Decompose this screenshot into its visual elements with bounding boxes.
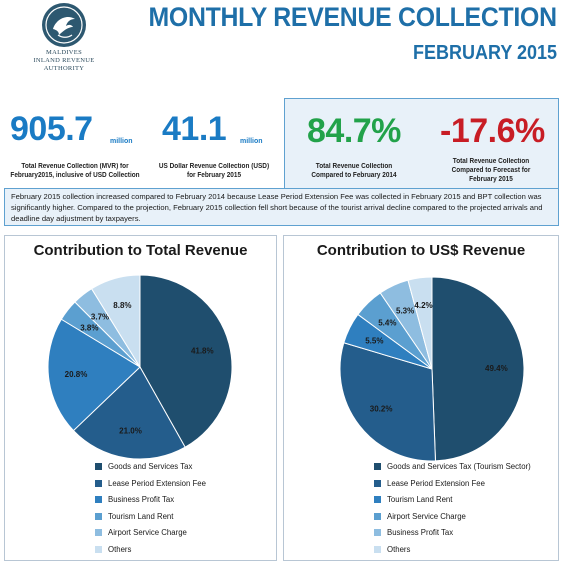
kpi-total-mvr-label-line-2: February2015, inclusive of USD Collectio… bbox=[10, 172, 140, 179]
legend-item-5: Business Profit Tax bbox=[374, 528, 453, 537]
legend-swatch-2 bbox=[374, 479, 381, 487]
legend-label-2: Lease Period Extension Fee bbox=[387, 478, 485, 488]
pie-data-label-4: 3.8% bbox=[80, 323, 98, 332]
explanation-note: February 2015 collection increased compa… bbox=[4, 188, 559, 226]
legend-label-5: Business Profit Tax bbox=[387, 528, 454, 537]
legend-item-1: Goods and Services Tax bbox=[95, 462, 192, 471]
legend-item-3: Tourism Land Rent bbox=[374, 495, 452, 504]
legend-label-5: Airport Service Charge bbox=[108, 528, 187, 537]
logo-text-line-2: INLAND REVENUE bbox=[33, 57, 95, 64]
pie-slice-1 bbox=[431, 276, 525, 462]
legend-item-2: Lease Period Extension Fee bbox=[374, 479, 485, 488]
kpi-vs-2014-value: 84.7% bbox=[307, 112, 401, 150]
kpi-total-mvr-label-line-1: Total Revenue Collection (MVR) for bbox=[21, 163, 129, 170]
legend-label-4: Tourism Land Rent bbox=[108, 511, 174, 521]
legend-swatch-5 bbox=[95, 529, 102, 536]
page-subtitle: FEBRUARY 2015 bbox=[412, 42, 557, 64]
kpi-vs-forecast-label: Total Revenue Collection Compared to For… bbox=[431, 157, 551, 184]
pie-data-label-3: 5.5% bbox=[365, 336, 383, 345]
pie-data-label-1: 49.4% bbox=[485, 364, 508, 373]
legend-label-4: Airport Service Charge bbox=[387, 511, 466, 521]
legend-label-3: Tourism Land Rent bbox=[387, 495, 453, 504]
legend-item-6: Others bbox=[374, 545, 410, 554]
legend-swatch-6 bbox=[95, 545, 102, 553]
logo-text-line-1: MALDIVES bbox=[46, 49, 82, 56]
legend-swatch-4 bbox=[374, 512, 381, 520]
kpi-total-mvr-label: Total Revenue Collection (MVR) for Febru… bbox=[6, 162, 144, 180]
pie-data-label-6: 8.8% bbox=[113, 301, 131, 310]
legend-swatch-3 bbox=[374, 496, 381, 503]
legend-swatch-4 bbox=[95, 512, 102, 520]
pie-slice-6 bbox=[90, 274, 141, 369]
kpi-usd-label: US Dollar Revenue Collection (USD) for F… bbox=[153, 162, 274, 180]
pie-data-label-2: 21.0% bbox=[119, 427, 142, 436]
total-revenue-chart-title: Contribution to Total Revenue bbox=[33, 242, 248, 259]
kpi-total-mvr-value: 905.7 bbox=[10, 110, 93, 148]
legend-item-4: Airport Service Charge bbox=[374, 512, 466, 521]
total-revenue-pie-chart: 41.8% 21.0% 20.8% 3.8%3.7% 8.8% bbox=[47, 274, 233, 460]
pie-data-label-6: 4.2% bbox=[414, 301, 432, 310]
pie-data-label-4: 5.4% bbox=[378, 319, 396, 328]
logo-text-line-3: AUTHORITY bbox=[43, 65, 85, 72]
comparison-kpi-box bbox=[284, 98, 559, 194]
kpi-vs-forecast-label-line-3: February 2015 bbox=[469, 176, 513, 183]
page-title: MONTHLY REVENUE COLLECTION bbox=[148, 2, 558, 32]
pie-slice-2 bbox=[72, 366, 186, 460]
pie-data-label-1: 41.8% bbox=[191, 347, 214, 356]
legend-swatch-3 bbox=[95, 496, 102, 503]
legend-item-2: Lease Period Extension Fee bbox=[95, 479, 206, 488]
legend-label-1: Goods and Services Tax bbox=[108, 462, 193, 471]
legend-item-3: Business Profit Tax bbox=[95, 495, 174, 504]
usd-revenue-chart-panel: Contribution to US$ Revenue 49.4% 30.2% 5.… bbox=[283, 235, 559, 561]
legend-label-1: Goods and Services Tax (Tourism Sector) bbox=[387, 462, 531, 471]
legend-label-2: Lease Period Extension Fee bbox=[108, 478, 206, 488]
kpi-usd-label-line-2: for February 2015 bbox=[186, 172, 242, 179]
kpi-vs-2014-label: Total Revenue Collection Compared to Feb… bbox=[295, 162, 413, 180]
legend-swatch-5 bbox=[374, 529, 381, 536]
pie-slice-6 bbox=[407, 276, 433, 370]
kpi-vs-forecast-label-line-2: Compared to Forecast for bbox=[451, 167, 531, 174]
pie-data-label-5: 5.3% bbox=[396, 306, 414, 315]
legend-label-6: Others bbox=[108, 544, 132, 554]
kpi-vs-forecast-value: -17.6% bbox=[440, 112, 545, 150]
legend-swatch-1 bbox=[374, 463, 381, 470]
legend-swatch-2 bbox=[95, 479, 102, 487]
legend-item-4: Tourism Land Rent bbox=[95, 512, 173, 521]
kpi-usd-unit: million bbox=[240, 138, 263, 145]
total-revenue-chart-panel: Contribution to Total Revenue 41.8% 21.0%… bbox=[4, 235, 277, 561]
legend-item-5: Airport Service Charge bbox=[95, 528, 187, 537]
pie-data-label-2: 30.2% bbox=[370, 404, 393, 413]
pie-data-label-5: 3.7% bbox=[91, 313, 109, 322]
legend-swatch-6 bbox=[374, 545, 381, 553]
kpi-vs-forecast-label-line-1: Total Revenue Collection bbox=[452, 158, 530, 165]
pie-slice-1 bbox=[139, 274, 233, 448]
kpi-usd-value: 41.1 bbox=[162, 110, 227, 148]
kpi-usd-label-line-1: US Dollar Revenue Collection (USD) bbox=[158, 163, 270, 170]
kpi-vs-2014-label-line-1: Total Revenue Collection bbox=[315, 163, 393, 170]
kpi-vs-2014-label-line-2: Compared to February 2014 bbox=[311, 172, 397, 179]
legend-label-3: Business Profit Tax bbox=[108, 495, 175, 504]
legend-item-6: Others bbox=[95, 545, 131, 554]
legend-item-1: Goods and Services Tax (Tourism Sector) bbox=[374, 462, 531, 471]
pie-slice-3 bbox=[47, 318, 141, 432]
dolphin-logo-icon bbox=[42, 3, 86, 47]
usd-revenue-chart-title: Contribution to US$ Revenue bbox=[316, 242, 526, 259]
usd-revenue-pie-chart: 49.4% 30.2% 5.5% 5.4%5.3%4.2% bbox=[339, 276, 525, 462]
pie-slice-2 bbox=[339, 342, 436, 462]
legend-swatch-1 bbox=[95, 463, 102, 470]
legend-label-6: Others bbox=[387, 544, 411, 554]
kpi-total-mvr-unit: million bbox=[110, 138, 133, 145]
mira-logo: MALDIVES INLAND REVENUE AUTHORITY bbox=[8, 2, 120, 88]
pie-data-label-3: 20.8% bbox=[65, 370, 88, 379]
